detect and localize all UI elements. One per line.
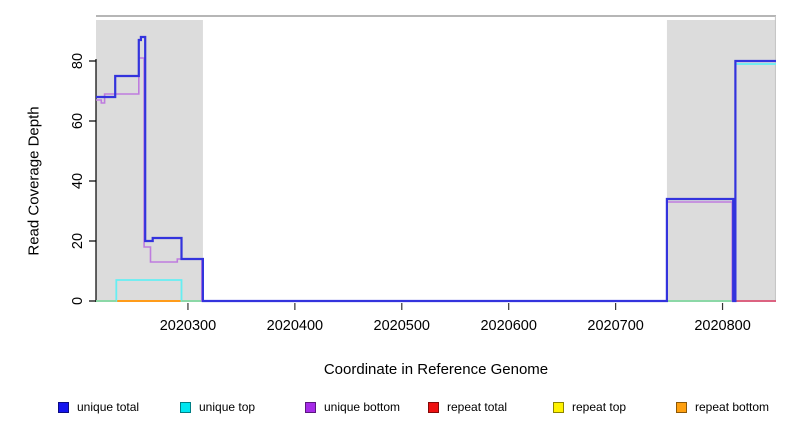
legend-label: unique total: [77, 400, 140, 414]
x-tick-label: 2020600: [480, 318, 536, 334]
legend-label: unique top: [199, 400, 256, 414]
legend-item-unique-bottom: unique bottom: [305, 399, 400, 415]
x-tick-label: 2020300: [160, 318, 216, 334]
legend-swatch-repeat-bottom: [676, 401, 687, 413]
legend-item-repeat-bottom: repeat bottom: [676, 399, 769, 415]
legend-swatch-unique-top: [180, 401, 191, 413]
x-axis-title: Coordinate in Reference Genome: [323, 361, 549, 378]
legend-swatch-repeat-total: [428, 401, 439, 413]
legend-label: repeat top: [572, 400, 627, 414]
y-axis-title: Read Coverage Depth: [25, 106, 43, 256]
legend-item-unique-top: unique top: [180, 399, 255, 415]
legend-swatch-unique-bottom: [305, 401, 316, 413]
y-tick-label: 40: [70, 173, 86, 189]
legend-swatch-unique-total: [58, 401, 69, 413]
legend-swatch-repeat-top: [553, 401, 564, 413]
shaded-region: [96, 20, 203, 302]
series-unique-total: [96, 35, 776, 303]
legend-label: repeat total: [447, 400, 508, 414]
legend-item-repeat-top: repeat top: [553, 399, 626, 415]
legend-label: repeat bottom: [695, 400, 770, 414]
legend-item-unique-total: unique total: [58, 399, 139, 415]
x-tick-label: 2020700: [587, 318, 643, 334]
shaded-region: [666, 20, 776, 302]
y-tick-label: 20: [70, 233, 86, 249]
x-tick-label: 2020800: [694, 318, 750, 334]
legend-label: unique bottom: [324, 400, 401, 414]
x-tick-label: 2020400: [267, 318, 323, 334]
x-tick-label: 2020500: [374, 318, 430, 334]
legend-item-repeat-total: repeat total: [428, 399, 507, 415]
y-tick-label: 60: [70, 113, 86, 129]
y-tick-label: 0: [70, 297, 86, 305]
y-tick-label: 80: [70, 53, 86, 69]
